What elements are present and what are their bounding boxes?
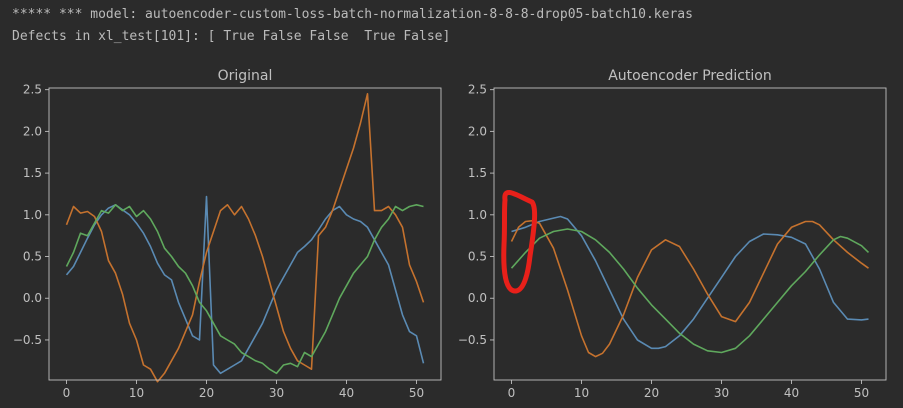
y-tick-label: 1.0 (23, 208, 42, 222)
x-tick-label: 50 (409, 386, 424, 400)
y-tick-label: 0.5 (468, 250, 487, 264)
y-tick-label: 0.5 (23, 250, 42, 264)
axes-frame (493, 87, 887, 381)
series-line-3 (65, 204, 424, 375)
y-tick-label: 2.5 (468, 83, 487, 97)
y-tick-label: −0.5 (458, 333, 487, 347)
y-tick-label: 1.5 (23, 166, 42, 180)
series-line-1 (511, 215, 869, 350)
output-line-defects: Defects in xl_test[101]: [ True False Fa… (12, 29, 451, 44)
chart-2: −0.5 0.0 0.5 1.0 1.5 2.0 2.5 0 10 20 30 40 50 Autoenc… (458, 68, 887, 400)
x-tick-label: 30 (269, 386, 284, 400)
x-tick-label: 20 (644, 386, 659, 400)
x-tick-label: 10 (574, 386, 589, 400)
series-line-2 (510, 219, 869, 358)
y-tick-label: 0.0 (23, 291, 42, 305)
chart-1: −0.5 0.0 0.5 1.0 1.5 2.0 2.5 0 10 20 30 40 50 Origina… (13, 68, 442, 400)
y-tick-label: −0.5 (13, 333, 42, 347)
x-tick-label: 30 (714, 386, 729, 400)
x-tick-label: 40 (784, 386, 799, 400)
x-tick-label: 20 (199, 386, 214, 400)
x-tick-label: 0 (508, 386, 516, 400)
axes-frame (48, 87, 442, 381)
x-tick-label: 40 (339, 386, 354, 400)
series-line-2 (65, 93, 425, 383)
y-tick-label: 1.0 (468, 208, 487, 222)
y-tick-label: 0.0 (468, 291, 487, 305)
y-tick-label: 2.0 (23, 124, 42, 138)
x-tick-label: 10 (129, 386, 144, 400)
y-tick-label: 2.5 (23, 83, 42, 97)
y-tick-label: 1.5 (468, 166, 487, 180)
chart-title: Autoencoder Prediction (608, 68, 772, 84)
chart-title: Original (218, 68, 273, 84)
series-line-3 (510, 228, 870, 354)
y-tick-label: 2.0 (468, 124, 487, 138)
x-tick-label: 50 (854, 386, 869, 400)
x-tick-label: 0 (63, 386, 71, 400)
output-line-model: ***** *** model: autoencoder-custom-loss… (12, 7, 693, 22)
red-annotation-circle (501, 190, 538, 294)
